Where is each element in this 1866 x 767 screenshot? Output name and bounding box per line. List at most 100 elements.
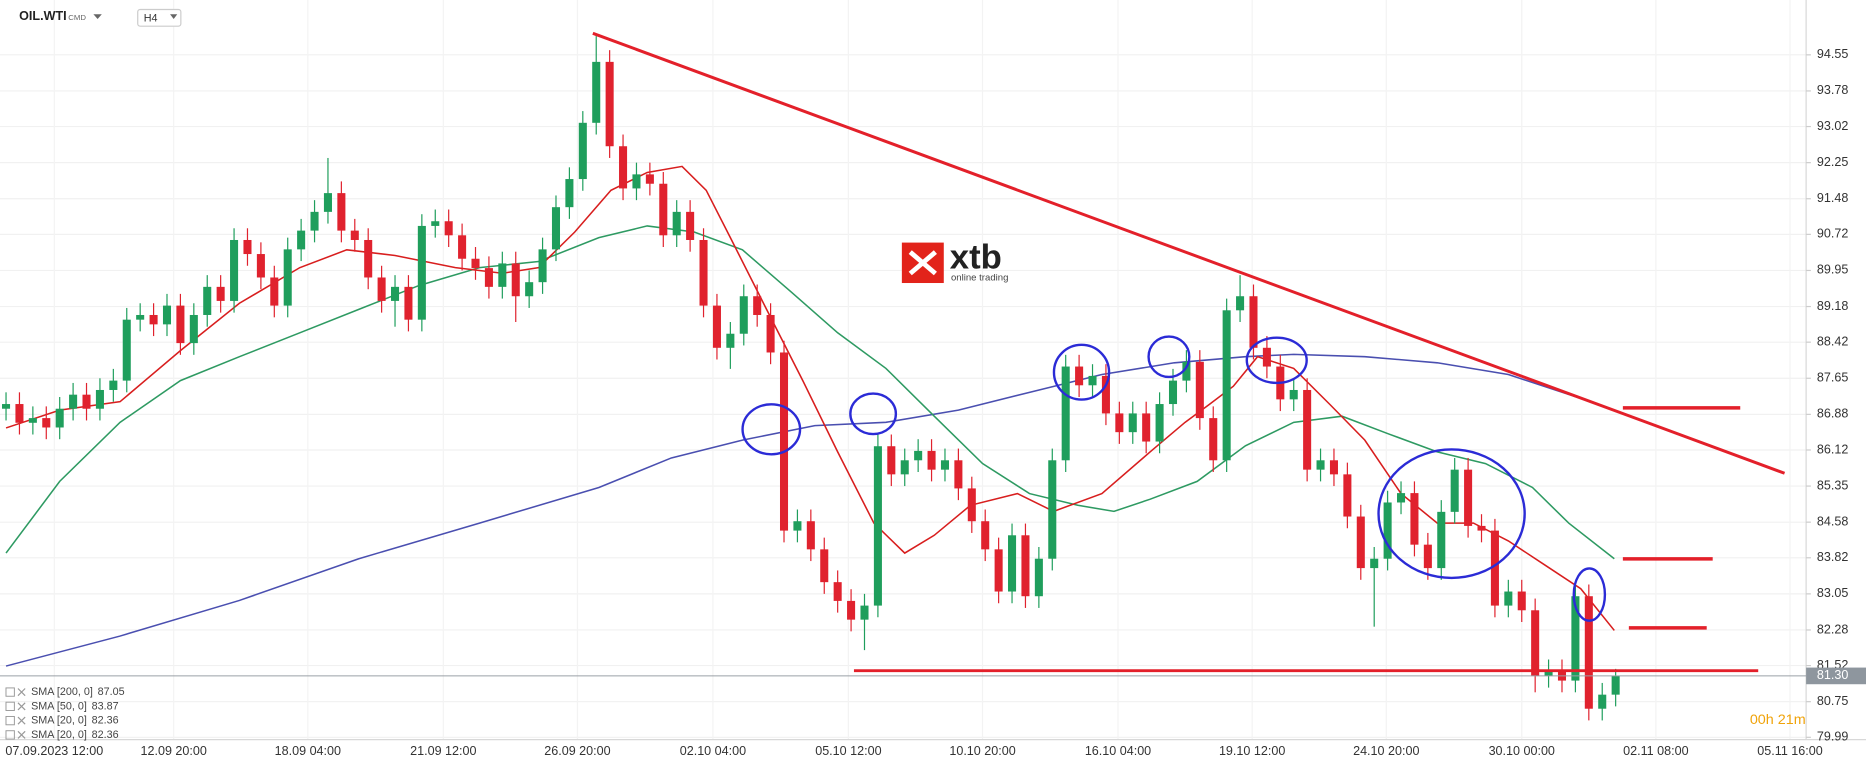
candle-body (1517, 591, 1526, 611)
highlight-ellipse (1572, 567, 1607, 622)
y-tick-label: 92.25 (1817, 155, 1848, 169)
candle-body (1450, 469, 1459, 512)
candle-body (283, 249, 292, 306)
candle-body (297, 230, 306, 250)
symbol[interactable]: OIL.WTI (19, 9, 66, 23)
candle-body (1182, 361, 1191, 381)
legend-close[interactable] (17, 716, 26, 725)
sma-line (5, 353, 1615, 667)
legend-close[interactable] (17, 730, 26, 739)
legend-entry: SMA [200, 0] 87.05 (31, 686, 124, 698)
candle-body (176, 305, 185, 344)
market: CMD (68, 13, 86, 22)
candle-body (753, 296, 762, 315)
legend-icon[interactable] (5, 715, 15, 726)
candle-body (55, 408, 64, 428)
legend-icon[interactable] (5, 701, 15, 711)
highlight-ellipse (741, 403, 802, 456)
legend-close[interactable] (17, 688, 26, 697)
legend-close[interactable] (17, 702, 26, 711)
candle-body (270, 277, 279, 306)
candle-body (833, 582, 842, 601)
interval[interactable]: H4 (144, 12, 158, 24)
legend-icon[interactable] (5, 687, 15, 697)
candle-body (350, 230, 359, 240)
candle-body (1236, 296, 1245, 311)
interval-box[interactable] (137, 8, 182, 27)
candle-body (1370, 558, 1379, 569)
candle-body (565, 179, 574, 208)
candle-body (1356, 516, 1365, 569)
candle-body (404, 286, 413, 320)
candle-body (954, 460, 963, 489)
candle-body (605, 61, 614, 147)
candle-body (1343, 474, 1352, 517)
candle-body (940, 460, 949, 470)
x-tick-label: 19.10 12:00 (1219, 744, 1285, 758)
candle-body (377, 277, 386, 301)
x-tick-label: 02.10 04:00 (680, 744, 746, 758)
candles (2, 36, 1620, 721)
candle-body (243, 239, 252, 255)
candle-body (699, 239, 708, 306)
candle-body (712, 305, 721, 348)
legend-name: SMA [200, 0] (31, 686, 93, 698)
candle-body (1477, 525, 1486, 531)
candle-body (1222, 310, 1231, 461)
x-tick-label: 12.09 20:00 (141, 744, 207, 758)
y-tick-label: 94.55 (1817, 47, 1848, 61)
y-tick-label: 86.12 (1817, 442, 1848, 456)
legend-entry: SMA [50, 0] 83.87 (31, 700, 118, 712)
candle-body (645, 174, 654, 184)
candle-body (967, 488, 976, 522)
candle-body (230, 239, 239, 301)
x-tick-label: 10.10 20:00 (949, 744, 1015, 758)
candle-body (551, 207, 561, 250)
candle-body (659, 183, 668, 236)
candle-body (1303, 389, 1312, 470)
candle-body (779, 352, 789, 531)
candle-body (994, 549, 1003, 592)
symbol-dropdown[interactable] (93, 14, 102, 20)
candle-body (1544, 671, 1553, 676)
y-tick-label: 89.18 (1817, 299, 1848, 313)
candle-body (203, 286, 212, 315)
y-tick-label: 87.65 (1817, 371, 1848, 385)
candle-body (793, 521, 802, 531)
candle-body (162, 305, 172, 325)
candle-body (2, 404, 11, 409)
y-tick-label: 84.58 (1817, 515, 1848, 529)
candle-body (484, 268, 493, 287)
sma-line (5, 225, 1615, 560)
candle-body (1088, 375, 1097, 386)
candle-body (981, 521, 990, 550)
candle-body (632, 174, 641, 189)
header: OIL.WTI CMD H4 (19, 8, 182, 27)
y-tick-label: 85.35 (1817, 478, 1848, 492)
legend-icon[interactable] (5, 730, 15, 740)
candle-body (1262, 347, 1271, 367)
logo-name: xtb (950, 239, 1002, 277)
x-tick-label: 26.09 20:00 (544, 744, 610, 758)
last-price-tag (1806, 667, 1866, 685)
candle-body (1008, 535, 1017, 592)
candle-body (525, 282, 534, 297)
candle-body (1410, 493, 1419, 545)
candle-body (1195, 361, 1204, 419)
x-tick-label: 05.11 16:00 (1757, 744, 1822, 758)
candle-body (1209, 418, 1218, 461)
interval-dropdown[interactable] (170, 14, 178, 20)
x-tick-label: 24.10 20:00 (1353, 744, 1419, 758)
candle-body (1115, 413, 1124, 433)
candle-body (417, 225, 426, 320)
candle-body (914, 450, 923, 461)
y-tick-label: 82.28 (1817, 622, 1848, 636)
highlight-ellipse (849, 392, 898, 436)
y-tick-label: 93.02 (1817, 119, 1848, 133)
candle-body (1490, 530, 1499, 606)
logo: xtb online trading (901, 239, 1008, 284)
candle-body (511, 263, 520, 297)
candle-body (1531, 610, 1540, 676)
